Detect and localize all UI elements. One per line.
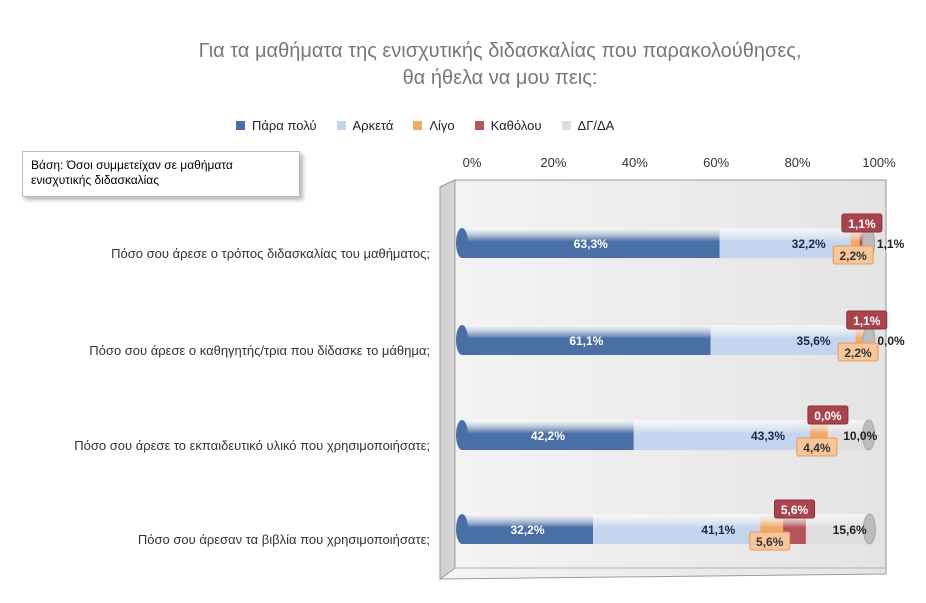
data-label: 2,2% — [839, 249, 867, 263]
bar-very-much-row-2 — [462, 325, 711, 355]
bar-quite-row-4 — [593, 514, 761, 544]
base-note-line-1: Βάση: Όσοι συμμετείχαν σε μαθήματα — [31, 158, 233, 172]
data-label: 1,1% — [853, 314, 881, 328]
data-label: 32,2% — [511, 523, 545, 537]
bar-very-much-row-3 — [462, 420, 634, 450]
x-tick-label: 40% — [622, 155, 648, 170]
bar-quite-row-2 — [710, 325, 856, 355]
legend-label: Πάρα πολύ — [252, 117, 317, 133]
bar-very-much-row-1 — [462, 228, 720, 258]
legend: Πάρα πολύ Αρκετά Λίγο Καθόλου ΔΓ/ΔΑ — [236, 115, 614, 135]
x-tick-label: 100% — [862, 155, 896, 170]
bar-left-cap — [456, 420, 468, 450]
data-label: 1,1% — [848, 217, 876, 231]
data-label: 5,6% — [781, 503, 809, 517]
data-label-box — [837, 342, 879, 362]
data-label: 32,2% — [792, 237, 826, 251]
legend-swatch — [336, 120, 346, 130]
data-labels: 63,3% 32,2%2,2%1,1%1,1%61,1% 35,6%2,2%1,1%… — [511, 213, 905, 551]
bar-quite-row-1 — [719, 228, 851, 258]
data-label: 63,3% — [574, 237, 608, 251]
category-label: Πόσο σου άρεσε ο καθηγητής/τρια που δίδα… — [89, 343, 430, 358]
bar-left-cap — [456, 325, 468, 355]
data-label: 2,2% — [844, 346, 872, 360]
base-note-box: Βάση: Όσοι συμμετείχαν σε μαθήματα ενισχ… — [22, 151, 300, 197]
plot-frame — [439, 179, 887, 580]
bar-right-cap — [862, 419, 876, 451]
data-label-box — [807, 405, 849, 425]
legend-swatch — [236, 120, 245, 130]
bar-little-row-1 — [850, 228, 860, 258]
legend-label: ΔΓ/ΔΑ — [577, 117, 615, 133]
bar-dk-na-row-4 — [805, 514, 870, 544]
data-label-box — [846, 310, 888, 330]
chart-title: Για τα μαθήματα της ενισχυτικής διδασκαλ… — [150, 38, 850, 92]
data-label: 0,0% — [814, 409, 842, 423]
legend-label: Λίγο — [429, 117, 455, 133]
data-label-box — [796, 437, 838, 457]
chart-title-line-2: θα ήθελα να μου πεις: — [402, 67, 598, 89]
x-tick-label: 0% — [463, 155, 482, 170]
data-label-box — [832, 245, 874, 265]
data-label-box — [841, 213, 883, 233]
legend-label: Αρκετά — [352, 117, 394, 133]
bar-very-much-row-4 — [462, 514, 594, 544]
base-note-line-2: ενισχυτικής διδασκαλίας — [31, 173, 160, 187]
bar-not-at-all-row-1 — [859, 228, 865, 258]
x-axis-ticks: 0% 20% 40% 60% 80% 100% — [463, 155, 896, 170]
data-label: 15,6% — [833, 523, 867, 537]
x-tick-label: 20% — [540, 155, 566, 170]
legend-swatch — [413, 120, 423, 130]
data-label: 61,1% — [569, 334, 603, 348]
legend-item: ΔΓ/ΔΑ — [561, 117, 615, 133]
bar-left-cap — [456, 514, 468, 544]
legend-swatch — [561, 120, 571, 130]
legend-label: Καθόλου — [490, 117, 542, 133]
bar-quite-row-3 — [633, 420, 810, 450]
legend-item: Λίγο — [413, 117, 455, 133]
x-tick-label: 60% — [703, 155, 729, 170]
legend-item: Καθόλου — [474, 117, 542, 133]
legend-item: Πάρα πολύ — [236, 118, 317, 133]
category-label: Πόσο σου άρεσαν τα βιβλία που χρησιμοποι… — [137, 532, 430, 547]
data-label: 0,0% — [877, 334, 905, 348]
bar-little-row-2 — [855, 325, 865, 355]
data-label: 41,1% — [701, 523, 735, 537]
data-label: 42,2% — [531, 429, 565, 443]
data-label: 35,6% — [797, 334, 831, 348]
data-label: 4,4% — [803, 441, 831, 455]
data-label: 43,3% — [751, 429, 785, 443]
bar-right-cap — [862, 513, 876, 545]
x-tick-label: 80% — [785, 155, 811, 170]
category-label: Πόσο σου άρεσε ο τρόπος διδασκαλίας του … — [111, 246, 430, 261]
data-label-box — [749, 531, 791, 551]
data-label: 1,1% — [877, 237, 905, 251]
bar-left-cap — [456, 228, 468, 258]
bars — [456, 227, 876, 545]
category-label: Πόσο σου άρεσε το εκπαιδευτικό υλικό που… — [74, 438, 430, 453]
data-label: 5,6% — [756, 535, 784, 549]
chart-title-line-1: Για τα μαθήματα της ενισχυτικής διδασκαλ… — [198, 40, 802, 62]
legend-swatch — [474, 120, 484, 130]
legend-item: Αρκετά — [336, 117, 394, 133]
data-label-box — [774, 499, 816, 519]
data-label: 10,0% — [843, 429, 877, 443]
